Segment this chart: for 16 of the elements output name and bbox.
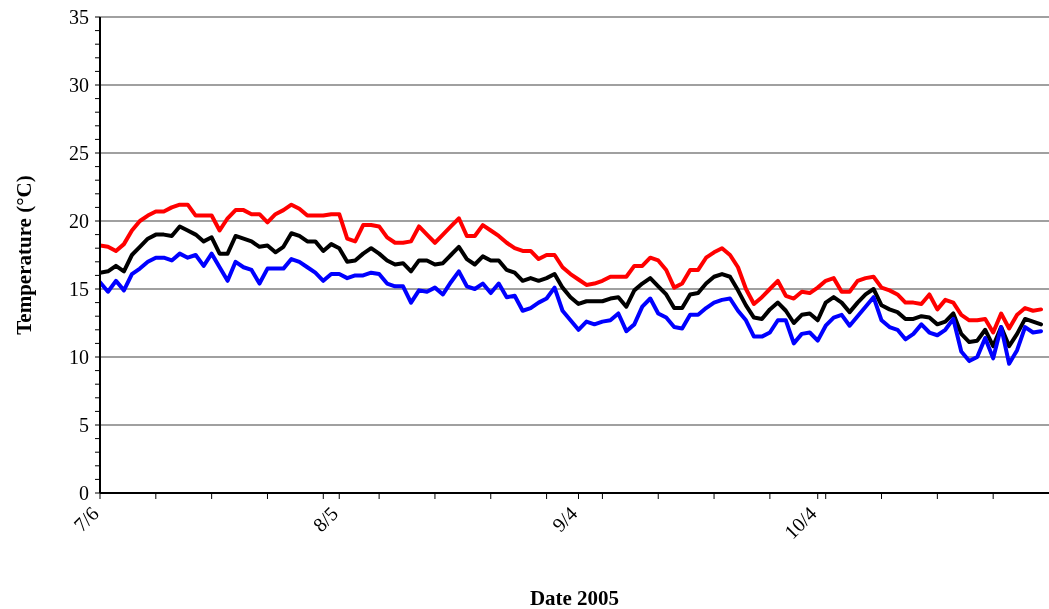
- x-axis-title: Date 2005: [529, 586, 620, 609]
- y-tick-label: 15: [69, 278, 89, 300]
- y-axis-title: Temperature (°C): [12, 175, 37, 335]
- y-tick-label: 20: [69, 210, 89, 232]
- y-tick-label: 10: [69, 346, 89, 368]
- y-tick-label: 30: [69, 74, 89, 96]
- y-tick-label: 35: [69, 6, 89, 28]
- y-tick-label: 5: [79, 414, 89, 436]
- x-tick-label: 8/5: [308, 502, 343, 536]
- y-tick-label: 0: [79, 482, 89, 504]
- x-tick-label: 10/4: [779, 502, 821, 543]
- x-tick-label: 7/6: [69, 502, 103, 536]
- y-tick-label: 25: [69, 142, 89, 164]
- x-tick-label: 9/4: [547, 502, 582, 536]
- line-series: [100, 202, 1044, 335]
- line-series: [100, 251, 1044, 366]
